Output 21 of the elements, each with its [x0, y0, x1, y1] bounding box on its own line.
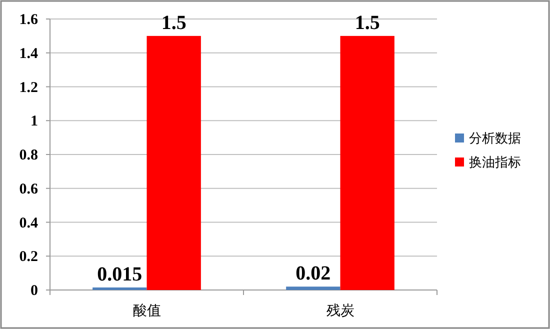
data-label: 1.5 — [354, 12, 380, 34]
x-tick-label: 残炭 — [326, 302, 354, 318]
y-tick-label: 0.8 — [19, 148, 38, 164]
y-tick-label: 0.4 — [19, 215, 38, 232]
y-tick-label: 0 — [30, 283, 38, 299]
data-label: 0.02 — [296, 262, 331, 285]
y-tick-label: 1.4 — [19, 46, 38, 62]
bar — [146, 36, 201, 290]
y-tick-label: 0.2 — [19, 249, 38, 266]
bar — [340, 36, 394, 290]
legend-label: 分析数据 — [469, 130, 521, 146]
y-tick-label: 1.6 — [19, 12, 38, 28]
data-label: 0.015 — [97, 263, 142, 286]
legend-label: 换油指标 — [469, 154, 521, 170]
y-tick-label: 1 — [30, 114, 38, 130]
bar — [286, 286, 340, 290]
x-tick-label: 酸值 — [132, 302, 161, 318]
y-tick-label: 1.2 — [19, 80, 38, 96]
bar — [92, 287, 147, 290]
data-label: 1.5 — [161, 12, 186, 34]
y-tick-label: 0.6 — [19, 181, 38, 198]
